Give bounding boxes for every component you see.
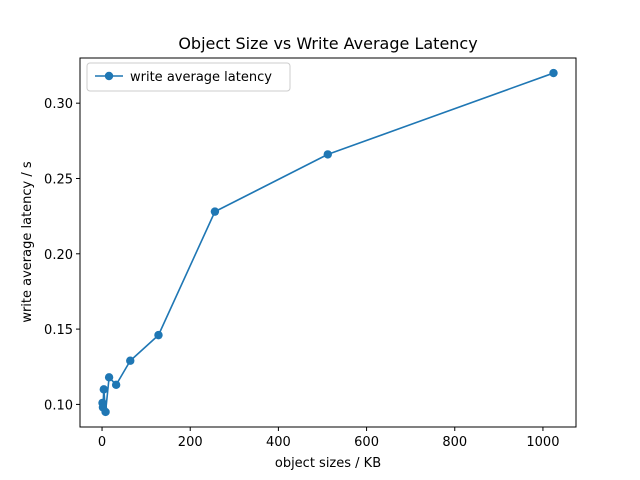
x-tick-label: 800 — [442, 435, 467, 450]
y-tick-label: 0.25 — [44, 172, 73, 187]
series-line — [101, 72, 554, 413]
legend-box — [86, 62, 291, 92]
data-point — [101, 407, 110, 417]
chart-title: Object Size vs Write Average Latency — [178, 34, 477, 53]
legend-label: write average latency — [130, 70, 272, 85]
x-tick-label: 0 — [98, 435, 106, 450]
plot-area — [79, 57, 577, 428]
y-axis-label: write average latency / s — [20, 161, 35, 323]
x-axis: 0 200 400 600 800 1000 — [98, 427, 559, 450]
data-point — [154, 330, 163, 340]
y-tick-label: 0.30 — [44, 97, 73, 112]
x-tick-label: 600 — [354, 435, 379, 450]
plot-frame — [79, 57, 577, 428]
y-tick-label: 0.10 — [44, 398, 73, 413]
data-point — [99, 385, 109, 394]
x-axis-label: object sizes / KB — [275, 456, 381, 471]
x-tick-label: 1000 — [526, 435, 559, 450]
data-point — [111, 380, 121, 390]
data-point — [210, 207, 220, 216]
data-point — [549, 68, 558, 78]
legend-marker-swatch — [104, 71, 114, 81]
legend: write average latency — [86, 62, 291, 92]
data-point — [323, 150, 332, 159]
x-tick-label: 200 — [178, 435, 203, 450]
x-tick-label: 400 — [266, 435, 291, 450]
data-point — [104, 373, 114, 382]
y-axis: 0.10 0.15 0.20 0.25 0.30 — [44, 97, 80, 413]
series-layer — [98, 68, 558, 417]
y-tick-label: 0.15 — [44, 323, 73, 338]
data-point — [126, 356, 135, 365]
y-tick-label: 0.20 — [44, 248, 73, 263]
